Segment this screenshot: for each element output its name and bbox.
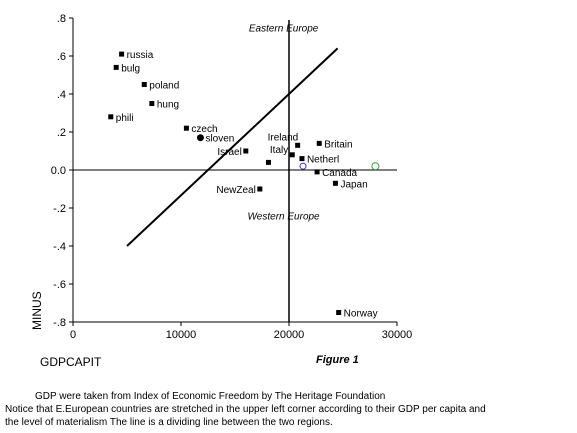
y-tick-label: -.8 — [53, 317, 66, 329]
y-tick-label: .6 — [57, 51, 66, 63]
region-label-western-europe: Western Europe — [248, 211, 321, 222]
caption-line-1: GDP were taken from Index of Economic Fr… — [35, 391, 386, 402]
y-tick-label: -.2 — [53, 203, 66, 215]
point-label-hung: hung — [157, 100, 179, 111]
point-label-czech: czech — [191, 124, 217, 135]
data-point-phili — [108, 114, 114, 120]
point-label-britain: Britain — [324, 139, 352, 150]
point-label-russia: russia — [127, 50, 154, 61]
data-point — [371, 162, 380, 171]
point-label-norway: Norway — [344, 309, 378, 320]
y-tick-label: 0.0 — [51, 165, 66, 177]
data-point-italy — [289, 152, 295, 158]
y-axis-label: MINUS — [30, 291, 44, 330]
data-point-israel — [243, 148, 249, 154]
data-point-canada — [314, 169, 320, 175]
data-point-ireland — [295, 142, 301, 148]
x-tick-label: 20000 — [274, 329, 305, 341]
point-label-phili: phili — [116, 113, 134, 124]
y-tick-label: -.6 — [53, 279, 66, 291]
region-label-eastern-europe: Eastern Europe — [249, 23, 319, 34]
point-label-poland: poland — [149, 81, 179, 92]
data-point-russia — [119, 51, 125, 57]
data-point-sloven — [196, 134, 204, 142]
data-point-newzeal — [257, 186, 263, 192]
reference-lines — [73, 20, 397, 322]
dividing-line-group — [126, 47, 339, 247]
point-label-israel: Israel — [217, 147, 241, 158]
data-point-britain — [316, 140, 322, 146]
point-label-netherl: Netherl — [307, 155, 339, 166]
x-tick-label: 30000 — [382, 329, 413, 341]
data-point — [265, 159, 271, 165]
y-tick-label: -.4 — [53, 241, 66, 253]
caption-line-2: Notice that E.European countries are str… — [5, 404, 486, 415]
data-point-bulg — [113, 64, 119, 70]
point-label-bulg: bulg — [121, 63, 140, 74]
dividing-line — [126, 47, 339, 247]
caption-line-3: the level of materialism The line is a d… — [5, 417, 333, 428]
point-label-italy: Italy — [270, 145, 288, 156]
data-point-japan — [332, 180, 338, 186]
data-point-poland — [141, 82, 147, 87]
data-point-hung — [149, 101, 155, 106]
y-tick-label: .2 — [57, 127, 66, 139]
data-point-netherl — [299, 156, 305, 162]
point-label-newzeal: NewZeal — [216, 185, 255, 196]
data-point-norway — [336, 310, 342, 315]
x-tick-label: 0 — [70, 329, 76, 341]
y-tick-label: .8 — [57, 13, 66, 25]
y-tick-label: .4 — [57, 89, 66, 101]
region-labels: Eastern Europe Western Europe — [248, 23, 321, 222]
x-axis-label: GDPCAPIT — [40, 355, 102, 369]
data-point — [299, 162, 307, 170]
point-label-japan: Japan — [340, 179, 367, 190]
axes: .8 .6 .4 .2 0.0 -.2 -.4 -.6 -.8 0 10000 20000 30000 — [51, 13, 413, 341]
point-label-canada: Canada — [322, 168, 357, 179]
figure-label: Figure 1 — [316, 354, 359, 366]
x-tick-label: 10000 — [166, 329, 197, 341]
data-point-czech — [183, 125, 189, 131]
point-label-ireland: Ireland — [268, 132, 299, 143]
point-label-sloven: sloven — [205, 134, 234, 145]
